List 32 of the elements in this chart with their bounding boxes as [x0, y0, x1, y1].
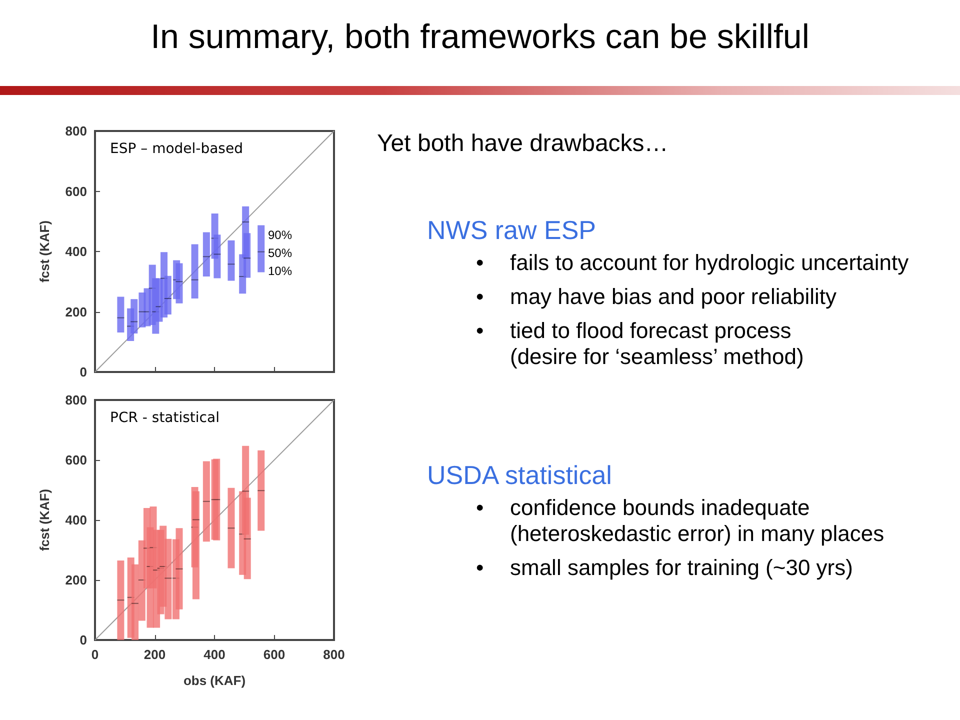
- text: • tied to flood forecast process (desire for ‘seamless’ method): [476, 318, 804, 369]
- x-tick-label: 600: [263, 647, 286, 662]
- text: USDA statistical: [427, 460, 613, 491]
- text: • may have bias and poor reliability: [476, 284, 837, 310]
- y-tick-label: 800: [65, 392, 87, 408]
- annotation: 90%: [268, 228, 292, 242]
- x-axis-title: obs (KAF): [183, 673, 246, 688]
- y-tick-label: 400: [65, 244, 87, 259]
- y-tick-label: 0: [80, 364, 87, 380]
- y-tick-label: 600: [65, 184, 87, 199]
- y-tick-label: 600: [65, 452, 87, 468]
- x-tick-label: 400: [204, 647, 226, 662]
- x-tick-label: 0: [91, 647, 99, 662]
- text: • fails to account for hydrologic uncertainty: [476, 250, 909, 276]
- text: In summary, both frameworks can be skillful: [150, 18, 810, 57]
- text: ESP – model-based: [110, 141, 243, 157]
- y-axis-title: fcst (KAF): [37, 220, 52, 283]
- text: NWS raw ESP: [427, 215, 598, 246]
- x-tick-label: 200: [144, 647, 166, 662]
- text: Yet both have drawbacks…: [377, 130, 670, 158]
- text: • small samples for training (~30 yrs): [476, 555, 853, 581]
- x-tick-label: 800: [323, 647, 345, 662]
- y-tick-label: 400: [65, 512, 87, 528]
- text: • confidence bounds inadequate (heteroskedastic error) in many places: [476, 495, 884, 546]
- y-tick-label: 200: [65, 572, 87, 588]
- y-tick-label: 0: [80, 632, 87, 648]
- y-tick-label: 800: [65, 124, 87, 138]
- annotation: 10%: [268, 264, 292, 278]
- y-axis-title: fcst (KAF): [37, 488, 52, 552]
- y-tick-label: 200: [65, 304, 87, 320]
- text: PCR - statistical: [110, 410, 220, 426]
- annotation: 50%: [268, 246, 292, 260]
